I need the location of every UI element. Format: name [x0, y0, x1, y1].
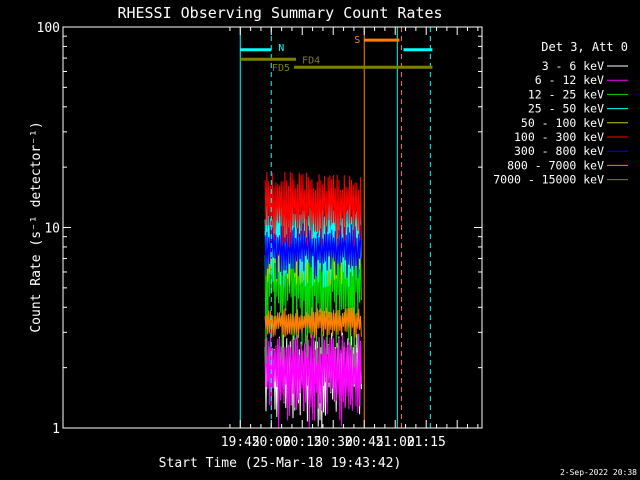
legend-label: 6 - 12 keV [535, 73, 604, 87]
y-tick-label: 10 [44, 222, 60, 237]
legend-label: 800 - 7000 keV [507, 158, 604, 172]
flag-label-fd4: FD4 [302, 55, 320, 66]
x-tick-label: 20:30 [314, 435, 353, 450]
chart-title: RHESSI Observing Summary Count Rates [117, 4, 442, 22]
flag-label-fd5: FD5 [272, 63, 290, 74]
legend-label: 12 - 25 keV [528, 87, 604, 101]
axes: 100 10 1 19:4520:0020:1520:3020:4521:0021:1… [37, 21, 483, 450]
series-line-800-7000-kev [264, 307, 362, 339]
x-tick-label: 21:15 [407, 435, 446, 450]
x-tick-label: 21:00 [376, 435, 415, 450]
vertical-markers [239, 27, 431, 428]
flag-label-n: N [278, 43, 284, 54]
legend-label: 7000 - 15000 keV [493, 173, 604, 187]
plot-data-area [264, 171, 362, 428]
flag-label-s: S [354, 35, 360, 46]
series-line-300-800-kev [264, 223, 362, 280]
series-line-6-12-kev [264, 332, 362, 428]
y-tick-label: 100 [37, 21, 60, 36]
y-axis-label: Count Rate (s⁻¹ detector⁻¹) [29, 121, 44, 332]
legend-label: 3 - 6 keV [542, 59, 604, 73]
y-tick-label: 1 [52, 422, 60, 437]
legend-label: 100 - 300 keV [514, 130, 604, 144]
flag-bars: N S FD4 FD5 [240, 35, 433, 74]
x-axis-label: Start Time (25-Mar-18 19:43:42) [159, 456, 402, 471]
x-tick-label: 19:45 [221, 435, 260, 450]
legend-label: 300 - 800 keV [514, 144, 604, 158]
legend-label: 25 - 50 keV [528, 102, 604, 116]
x-tick-label: 20:45 [345, 435, 384, 450]
footer-date: 2-Sep-2022 20:38 [560, 468, 637, 477]
legend-header: Det 3, Att 0 [541, 40, 628, 54]
x-tick-label: 20:00 [252, 435, 291, 450]
series-line-100-300-kev [264, 171, 362, 247]
x-tick-label: 20:15 [283, 435, 322, 450]
legend-label: 50 - 100 keV [521, 116, 604, 130]
